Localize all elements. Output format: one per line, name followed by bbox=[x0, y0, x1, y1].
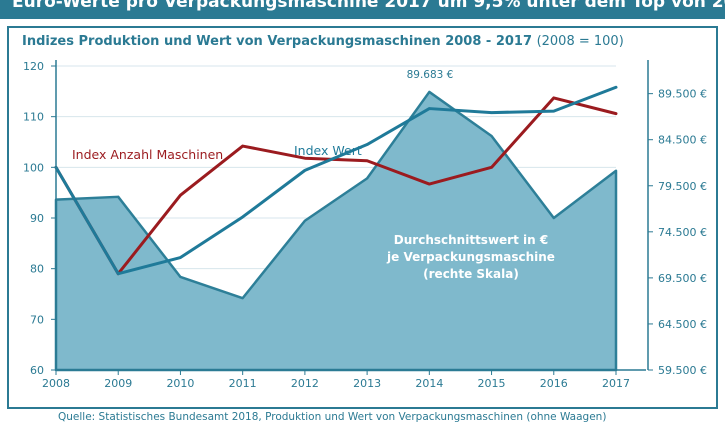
y-tick-label-left: 100 bbox=[23, 161, 44, 174]
area-label-line-1: Durchschnittswert in € bbox=[394, 233, 548, 247]
series-label-anzahl: Index Anzahl Maschinen bbox=[72, 147, 223, 162]
y-tick-label-left: 60 bbox=[30, 364, 44, 377]
x-tick-label: 2014 bbox=[415, 377, 443, 390]
y-tick-label-right: 59.500 € bbox=[658, 364, 707, 377]
y-tick-label-right: 64.500 € bbox=[658, 318, 707, 331]
x-tick-label: 2017 bbox=[602, 377, 630, 390]
x-tick-label: 2015 bbox=[478, 377, 506, 390]
x-tick-label: 2008 bbox=[42, 377, 70, 390]
last-value-label: 81.123 € bbox=[591, 150, 638, 162]
y-tick-label-left: 110 bbox=[23, 111, 44, 124]
y-tick-label-left: 70 bbox=[30, 313, 44, 326]
area-label-line-2: je Verpackungsmaschine bbox=[386, 250, 555, 264]
y-tick-label-right: 74.500 € bbox=[658, 226, 707, 239]
area-label-line-3: (rechte Skala) bbox=[423, 267, 519, 281]
area-durchschnittswert bbox=[56, 92, 616, 370]
x-tick-label: 2013 bbox=[353, 377, 381, 390]
x-tick-label: 2010 bbox=[166, 377, 194, 390]
y-tick-label-left: 120 bbox=[23, 60, 44, 73]
x-tick-label: 2012 bbox=[291, 377, 319, 390]
peak-value-label: 89.683 € bbox=[407, 69, 454, 81]
y-tick-label-right: 79.500 € bbox=[658, 180, 707, 193]
y-tick-label-left: 90 bbox=[30, 212, 44, 225]
x-tick-label: 2016 bbox=[540, 377, 568, 390]
y-tick-label-right: 69.500 € bbox=[658, 272, 707, 285]
x-tick-label: 2009 bbox=[104, 377, 132, 390]
y-tick-label-left: 80 bbox=[30, 263, 44, 276]
x-tick-label: 2011 bbox=[229, 377, 257, 390]
y-tick-label-right: 84.500 € bbox=[658, 134, 707, 147]
y-tick-label-right: 89.500 € bbox=[658, 88, 707, 101]
series-label-wert: Index Wert bbox=[294, 143, 362, 158]
source-note: Quelle: Statistisches Bundesamt 2018, Pr… bbox=[58, 411, 606, 423]
